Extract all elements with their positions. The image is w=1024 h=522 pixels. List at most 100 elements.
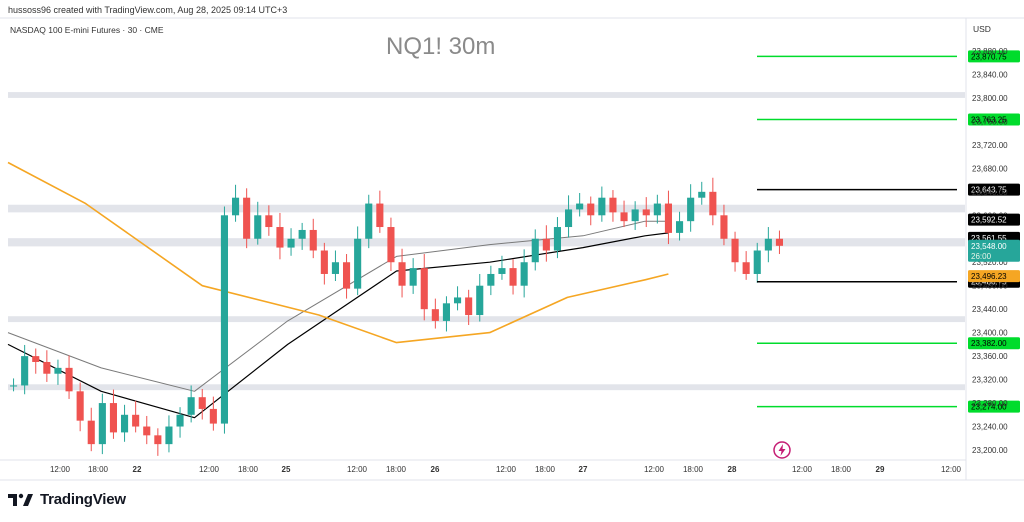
- price-badge-2: [968, 239, 1020, 262]
- candle-body: [276, 227, 284, 248]
- candle-body: [176, 414, 184, 427]
- x-tick-label: 18:00: [386, 465, 407, 474]
- candle-body: [609, 197, 617, 213]
- candle-body: [21, 356, 29, 386]
- y-tick-label: 23,440.00: [972, 305, 1008, 314]
- level-label-3: 23,486.75: [971, 278, 1007, 287]
- y-tick-label: 23,520.00: [972, 258, 1008, 267]
- y-tick-label: 23,840.00: [972, 70, 1008, 79]
- x-tick-label: 29: [876, 465, 885, 474]
- candle-body: [431, 309, 439, 321]
- x-tick-label: 22: [133, 465, 142, 474]
- candle-body: [87, 420, 95, 445]
- candle-body: [409, 268, 417, 286]
- candle-body: [354, 238, 362, 289]
- level-badge-0: [968, 50, 1020, 63]
- candle-body: [298, 229, 306, 239]
- candle-body: [365, 203, 373, 239]
- candle-body: [198, 397, 206, 409]
- candle-body: [753, 250, 761, 274]
- candle-body: [209, 408, 217, 424]
- candle-body: [698, 191, 706, 198]
- sr-zone-2: [8, 238, 965, 247]
- price-badge-0: [968, 213, 1020, 226]
- ema-orange-line: [7, 161, 669, 344]
- candle-body: [65, 367, 73, 392]
- attribution-text: hussoss96 created with TradingView.com, …: [8, 5, 288, 15]
- y-tick-label: 23,480.00: [972, 282, 1008, 291]
- tradingview-logo[interactable]: TradingView: [8, 491, 126, 508]
- candle-body: [631, 209, 639, 222]
- candle-body: [120, 414, 129, 433]
- sr-zone-4: [8, 384, 965, 391]
- y-tick-label: 23,280.00: [972, 399, 1008, 408]
- y-tick-label: 23,640.00: [972, 188, 1008, 197]
- candle-body: [542, 238, 550, 251]
- candle-body: [287, 238, 295, 248]
- candle-body: [265, 215, 273, 228]
- candle-body: [476, 285, 484, 316]
- x-tick-label: 27: [579, 465, 588, 474]
- level-label-1: 23,763.25: [971, 116, 1007, 125]
- x-tick-label: 12:00: [941, 465, 962, 474]
- candle-body: [143, 426, 151, 436]
- candle-body: [742, 262, 750, 274]
- x-tick-label: 18:00: [831, 465, 852, 474]
- price-badge-label-2: 23,548.00: [971, 242, 1007, 251]
- candle-body: [9, 385, 18, 387]
- y-tick-label: 23,720.00: [972, 141, 1008, 150]
- currency-label[interactable]: USD: [973, 24, 991, 34]
- candle-body: [187, 397, 195, 415]
- price-badge-label-0: 23,592.52: [971, 216, 1007, 225]
- symbol-description[interactable]: NASDAQ 100 E-mini Futures · 30 · CME: [10, 25, 164, 35]
- moving-average-black: [7, 232, 669, 419]
- candle-body: [642, 209, 650, 216]
- candle-body: [254, 215, 262, 239]
- candle-body: [620, 212, 628, 222]
- candle-body: [764, 238, 772, 251]
- candle-body: [775, 238, 784, 246]
- candle-body: [231, 197, 240, 216]
- candle-body: [465, 297, 473, 316]
- candle-body: [398, 262, 406, 286]
- candle-body: [664, 203, 673, 233]
- y-tick-label: 23,800.00: [972, 94, 1008, 103]
- candle-body: [320, 250, 328, 274]
- candle-body: [576, 203, 584, 210]
- level-badge-5: [968, 400, 1020, 413]
- chart-watermark: NQ1! 30m: [386, 33, 496, 60]
- y-tick-label: 23,360.00: [972, 352, 1008, 361]
- candle-body: [387, 227, 395, 263]
- x-tick-label: 12:00: [199, 465, 220, 474]
- candle-body: [109, 403, 118, 433]
- candle-body: [553, 227, 562, 251]
- candle-body: [98, 403, 106, 445]
- x-tick-label: 12:00: [347, 465, 368, 474]
- candle-body: [687, 197, 695, 222]
- y-tick-label: 23,240.00: [972, 423, 1008, 432]
- x-tick-label: 18:00: [238, 465, 259, 474]
- candle-body: [376, 203, 384, 228]
- moving-average-gray: [7, 220, 669, 392]
- sr-zone-0: [8, 92, 965, 98]
- y-tick-label: 23,760.00: [972, 117, 1008, 126]
- level-label-4: 23,382.00: [971, 339, 1007, 348]
- x-tick-label: 26: [431, 465, 440, 474]
- candle-body: [309, 229, 317, 251]
- candle-body: [342, 262, 351, 289]
- lightning-icon[interactable]: [773, 441, 791, 459]
- level-label-0: 23,870.75: [971, 52, 1007, 61]
- candle-body: [675, 221, 684, 233]
- level-badge-4: [968, 337, 1020, 350]
- x-tick-label: 12:00: [644, 465, 665, 474]
- candle-body: [32, 356, 40, 362]
- x-tick-label: 25: [282, 465, 291, 474]
- tradingview-logo-mark: [8, 493, 33, 506]
- price-countdown: 26:00: [971, 252, 992, 261]
- candle-body: [709, 191, 717, 216]
- candle-body: [453, 297, 462, 304]
- y-tick-label: 23,400.00: [972, 329, 1008, 338]
- price-badge-label-3: 23,496.23: [971, 272, 1007, 281]
- level-badge-2: [968, 183, 1020, 196]
